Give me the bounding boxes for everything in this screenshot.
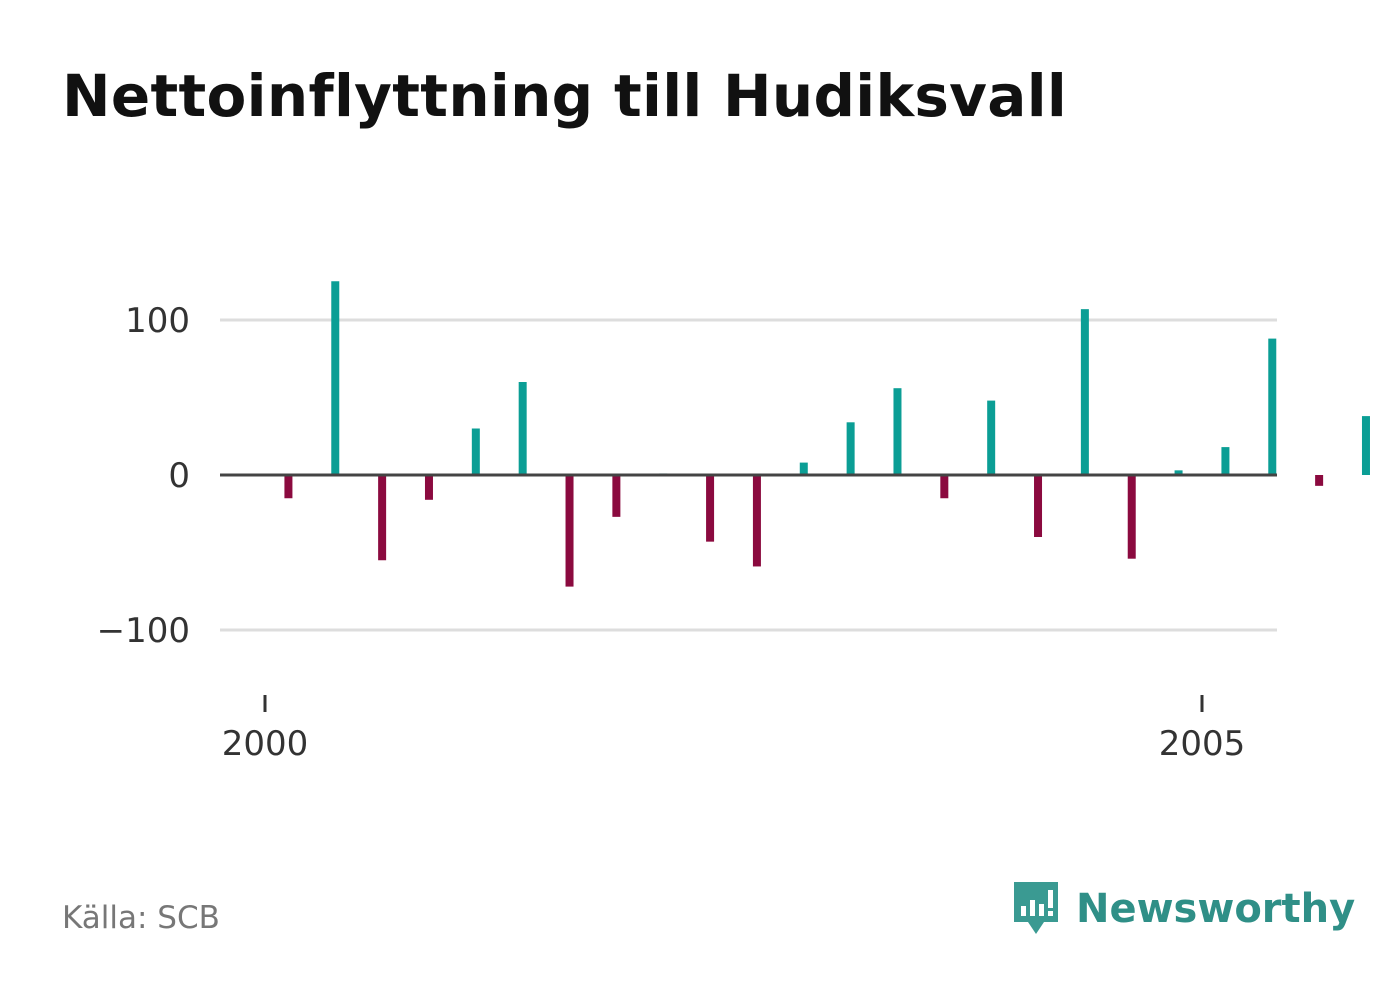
bar — [565, 475, 574, 587]
bars-layer — [284, 281, 1370, 587]
source-note: Källa: SCB — [62, 900, 220, 936]
x-tick-label: 2005 — [1159, 724, 1246, 764]
bar — [706, 475, 715, 542]
bar — [612, 475, 621, 517]
bar — [1080, 309, 1089, 475]
bar — [1034, 475, 1043, 537]
bar — [424, 475, 433, 500]
bar — [1174, 470, 1183, 475]
bar — [799, 462, 808, 475]
bar — [378, 475, 387, 561]
bar — [987, 400, 996, 475]
brand-name: Newsworthy — [1076, 886, 1356, 932]
chart-title: Nettoinflyttning till Hudiksvall — [62, 62, 1068, 130]
bar — [518, 382, 527, 475]
bar — [752, 475, 761, 567]
grid-layer — [220, 318, 1277, 632]
bar — [1221, 447, 1230, 475]
bar — [471, 428, 480, 475]
bar — [331, 281, 340, 475]
bar — [284, 475, 293, 499]
bar — [1315, 475, 1324, 486]
y-tick-label: 0 — [168, 456, 190, 496]
newsworthy-logo-icon — [1014, 882, 1058, 934]
bar — [846, 422, 855, 475]
bar — [940, 475, 949, 499]
y-tick-label: −100 — [97, 611, 190, 651]
bar — [1361, 416, 1370, 475]
bar — [893, 388, 902, 475]
bar — [1127, 475, 1136, 559]
y-tick-label: 100 — [125, 301, 190, 341]
bar — [1268, 338, 1277, 475]
x-tick-label: 2000 — [222, 724, 309, 764]
newsworthy-logo[interactable]: Newsworthy — [1010, 878, 1355, 940]
